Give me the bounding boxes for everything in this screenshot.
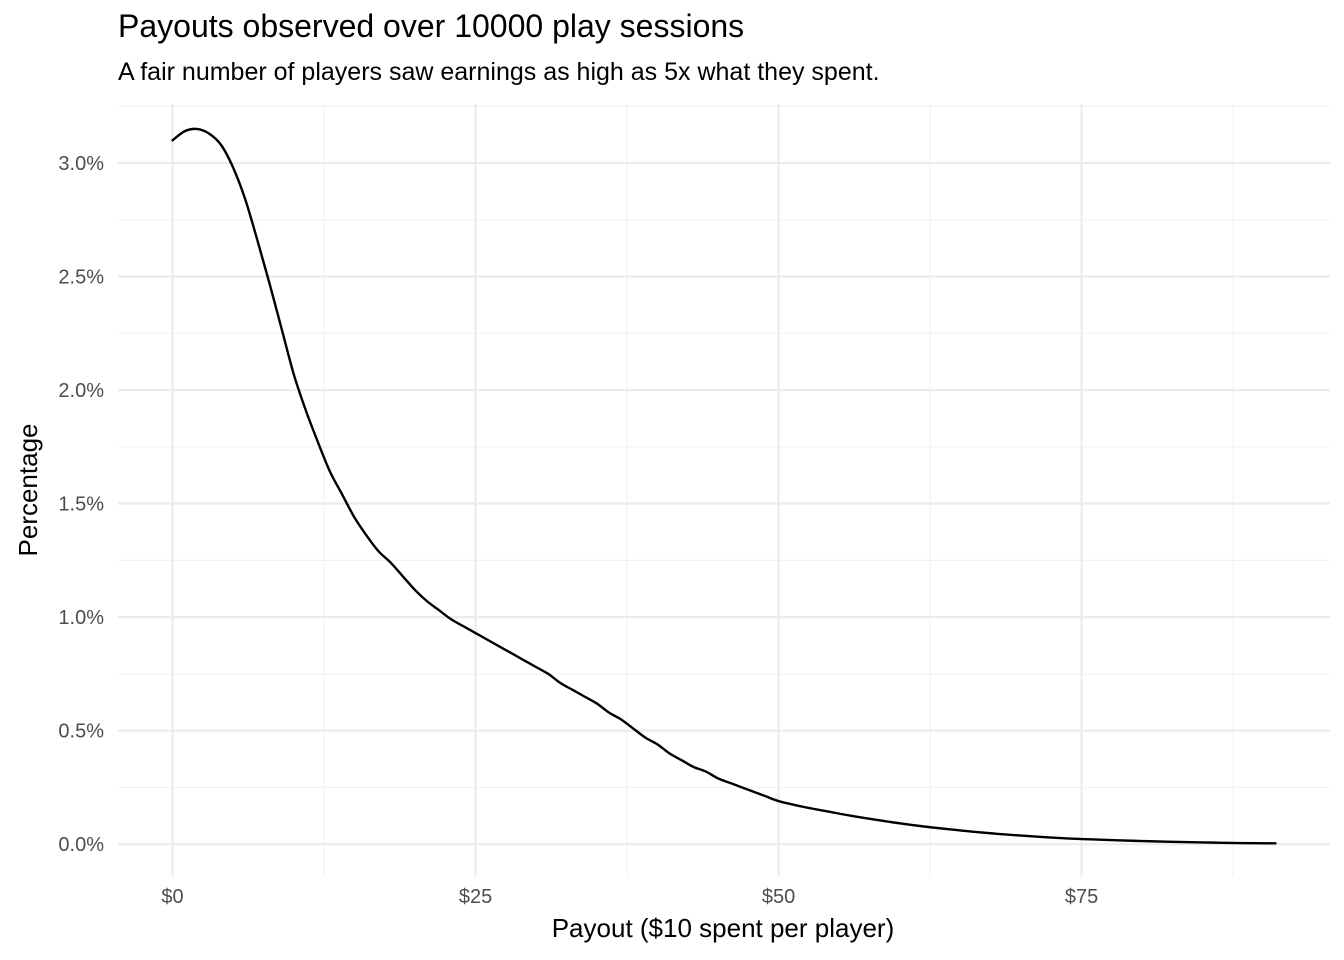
x-tick-label: $25 xyxy=(459,886,492,908)
x-tick-label: $75 xyxy=(1065,886,1098,908)
x-axis-title: Payout ($10 spent per player) xyxy=(552,913,895,943)
y-tick-label: 3.0% xyxy=(58,153,104,175)
density-series-line xyxy=(171,127,1277,845)
minor-gridlines xyxy=(118,104,1330,876)
y-tick-label: 1.0% xyxy=(58,607,104,629)
y-tick-label: 2.0% xyxy=(58,380,104,402)
y-tick-label: 0.0% xyxy=(58,834,104,856)
chart-title: Payouts observed over 10000 play session… xyxy=(118,8,745,44)
series-layer xyxy=(171,127,1277,845)
x-tick-label: $50 xyxy=(762,886,795,908)
y-tick-labels: 0.0% 0.5% 1.0% 1.5% 2.0% 2.5% 3.0% xyxy=(58,153,104,856)
y-axis-title: Percentage xyxy=(13,424,43,557)
major-gridlines xyxy=(118,104,1330,876)
x-tick-label: $0 xyxy=(161,886,183,908)
y-tick-label: 2.5% xyxy=(58,267,104,289)
chart-subtitle: A fair number of players saw earnings as… xyxy=(118,58,880,86)
x-tick-labels: $0 $25 $50 $75 xyxy=(161,886,1098,908)
y-tick-label: 1.5% xyxy=(58,494,104,516)
y-tick-label: 0.5% xyxy=(58,721,104,743)
